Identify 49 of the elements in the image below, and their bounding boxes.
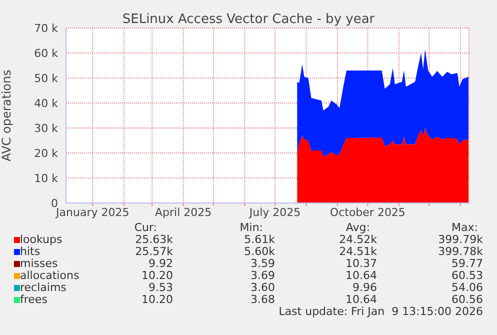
text: Last update: Fri Jan 9 13:15:00 2026: [278, 305, 483, 318]
x-tick-label: April 2025: [155, 206, 212, 219]
chart-title: SELinux Access Vector Cache - by year: [122, 12, 375, 27]
text: 10.20: [142, 269, 173, 282]
x-tick-label: July 2025: [248, 206, 301, 219]
text: 3.60: [250, 281, 275, 294]
legend-label: frees: [20, 293, 48, 306]
y-tick-label: 40 k: [34, 96, 59, 110]
legend-label: reclaims: [20, 281, 66, 294]
x-tick-label: October 2025: [330, 206, 406, 219]
y-tick-label: 60 k: [34, 46, 59, 60]
text: Avg:: [346, 221, 370, 234]
text: 60.53: [452, 269, 483, 282]
text: 10.20: [142, 293, 173, 306]
text: 399.78k: [438, 245, 483, 258]
text: 3.68: [250, 293, 275, 306]
text: 24.52k: [339, 233, 377, 246]
text: 10.64: [346, 269, 377, 282]
text: 25.57k: [135, 245, 173, 258]
text: 59.77: [452, 257, 483, 270]
legend-label: hits: [20, 245, 40, 258]
y-tick-label: 50 k: [34, 72, 59, 85]
y-tick-label: 70 k: [34, 22, 59, 35]
y-tick-label: 30 k: [34, 122, 59, 135]
text: 5.61k: [244, 233, 275, 246]
y-tick-label: 20 k: [34, 146, 59, 160]
text: Cur:: [134, 221, 157, 234]
text: 10.37: [346, 257, 377, 270]
text: 10.64: [346, 293, 377, 306]
y-axis-title: AVC operations: [0, 70, 14, 162]
text: 399.79k: [438, 233, 483, 246]
text: 9.96: [352, 281, 377, 294]
text: 25.63k: [135, 233, 173, 246]
text: 54.06: [452, 281, 483, 294]
y-tick-label: 10 k: [34, 172, 59, 185]
text: 24.51k: [339, 245, 377, 258]
text: 60.56: [452, 293, 483, 306]
legend-label: misses: [20, 257, 58, 270]
text: 3.59: [250, 257, 275, 270]
text: Min:: [240, 221, 263, 234]
legend-label: allocations: [20, 269, 80, 282]
text: 9.92: [148, 257, 173, 270]
y-tick-label: 0: [51, 196, 58, 210]
x-tick-label: January 2025: [55, 206, 130, 219]
text: 3.69: [250, 269, 275, 282]
text: 9.53: [148, 281, 173, 294]
text: Max:: [452, 221, 478, 234]
text: 5.60k: [244, 245, 275, 258]
legend-label: lookups: [20, 233, 62, 246]
